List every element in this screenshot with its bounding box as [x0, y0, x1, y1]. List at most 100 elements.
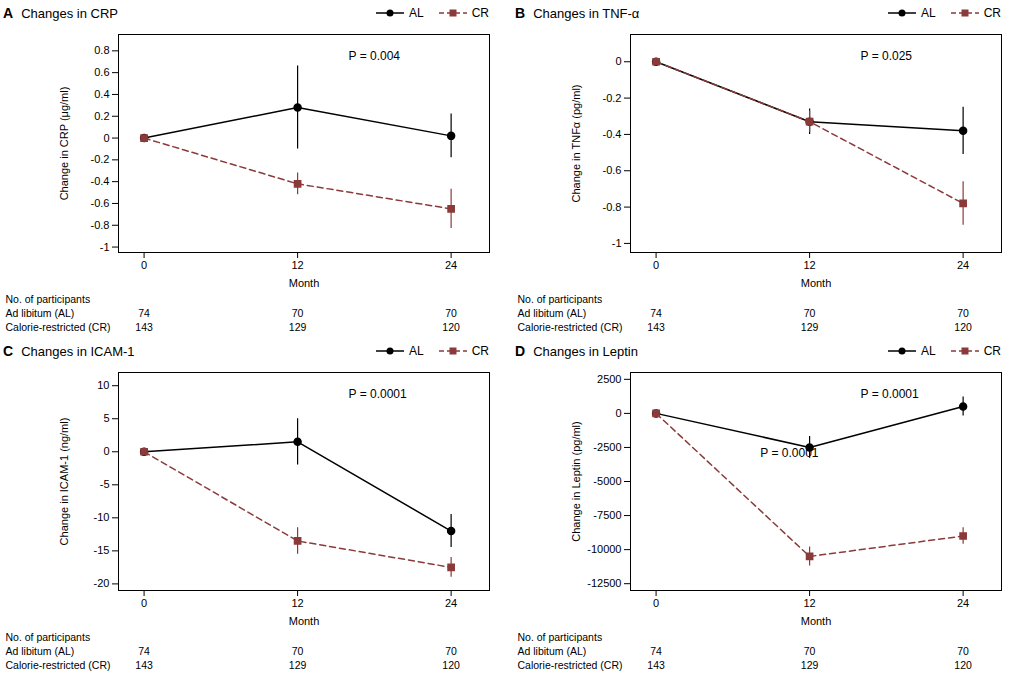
svg-text:Month: Month	[289, 615, 320, 627]
svg-text:No. of participants: No. of participants	[518, 631, 603, 643]
svg-text:0: 0	[103, 445, 109, 457]
svg-text:Month: Month	[289, 277, 320, 289]
svg-text:-15: -15	[94, 544, 110, 556]
html-text:AL: AL	[921, 6, 936, 20]
html-text:Changes in Leptin: Changes in Leptin	[533, 344, 638, 359]
svg-text:12: 12	[291, 597, 303, 609]
svg-text:70: 70	[445, 307, 457, 319]
svg-text:-7500: -7500	[593, 509, 621, 521]
svg-text:Calorie-restricted (CR): Calorie-restricted (CR)	[6, 321, 111, 333]
svg-text:-20: -20	[94, 577, 110, 589]
svg-text:-0.6: -0.6	[91, 197, 110, 209]
svg-text:Change in CRP (μg/ml): Change in CRP (μg/ml)	[58, 87, 70, 201]
html-text:CR: CR	[471, 6, 489, 20]
svg-text:P = 0.0001: P = 0.0001	[760, 446, 818, 460]
svg-text:-0.8: -0.8	[91, 219, 110, 231]
svg-text:P = 0.004: P = 0.004	[349, 49, 401, 63]
svg-text:-1: -1	[100, 241, 110, 253]
svg-text:P = 0.0001: P = 0.0001	[349, 387, 407, 401]
svg-text:24: 24	[445, 597, 457, 609]
svg-text:74: 74	[650, 307, 662, 319]
svg-text:No. of participants: No. of participants	[518, 293, 603, 305]
svg-text:70: 70	[804, 645, 816, 657]
svg-text:24: 24	[957, 597, 969, 609]
svg-text:12: 12	[803, 259, 815, 271]
svg-text:12: 12	[803, 597, 815, 609]
html-text:AL: AL	[409, 344, 424, 358]
svg-text:0: 0	[141, 597, 147, 609]
svg-text:Ad libitum (AL): Ad libitum (AL)	[6, 645, 75, 657]
svg-text:24: 24	[957, 259, 969, 271]
svg-text:120: 120	[954, 659, 972, 671]
svg-text:143: 143	[647, 321, 665, 333]
svg-text:129: 129	[801, 659, 819, 671]
html-text:AL: AL	[409, 6, 424, 20]
svg-text:Month: Month	[801, 615, 832, 627]
svg-text:No. of participants: No. of participants	[6, 631, 91, 643]
svg-text:70: 70	[804, 307, 816, 319]
svg-text:Ad libitum (AL): Ad libitum (AL)	[518, 645, 587, 657]
svg-text:-0.4: -0.4	[91, 175, 110, 187]
svg-text:Calorie-restricted (CR): Calorie-restricted (CR)	[6, 659, 111, 671]
html-text:Changes in TNF-α: Changes in TNF-α	[533, 6, 640, 21]
svg-text:0.4: 0.4	[94, 88, 109, 100]
html-text:Changes in ICAM-1: Changes in ICAM-1	[21, 344, 135, 359]
svg-text:-0.6: -0.6	[603, 164, 622, 176]
svg-text:P = 0.025: P = 0.025	[861, 49, 913, 63]
svg-text:0.2: 0.2	[94, 110, 109, 122]
svg-text:Ad libitum (AL): Ad libitum (AL)	[518, 307, 587, 319]
svg-text:-0.4: -0.4	[603, 128, 622, 140]
svg-text:-12500: -12500	[587, 577, 621, 589]
svg-text:-0.8: -0.8	[603, 201, 622, 213]
svg-text:143: 143	[647, 659, 665, 671]
svg-text:120: 120	[954, 321, 972, 333]
svg-text:0: 0	[615, 55, 621, 67]
svg-text:0: 0	[653, 597, 659, 609]
svg-text:70: 70	[957, 645, 969, 657]
svg-text:Month: Month	[801, 277, 832, 289]
svg-text:Change in Leptin (pg/ml): Change in Leptin (pg/ml)	[570, 421, 582, 541]
svg-text:74: 74	[138, 307, 150, 319]
svg-text:-0.2: -0.2	[91, 153, 110, 165]
svg-text:129: 129	[801, 321, 819, 333]
svg-text:2500: 2500	[597, 373, 621, 385]
svg-text:143: 143	[135, 659, 153, 671]
svg-text:129: 129	[289, 659, 307, 671]
svg-text:-10000: -10000	[587, 543, 621, 555]
svg-text:12: 12	[291, 259, 303, 271]
svg-text:70: 70	[445, 645, 457, 657]
svg-text:70: 70	[292, 307, 304, 319]
svg-text:0: 0	[103, 132, 109, 144]
svg-text:74: 74	[650, 645, 662, 657]
svg-text:0: 0	[141, 259, 147, 271]
svg-text:Change in ICAM-1 (ng/ml): Change in ICAM-1 (ng/ml)	[58, 418, 70, 546]
svg-text:5: 5	[103, 412, 109, 424]
svg-text:120: 120	[442, 659, 460, 671]
svg-text:Calorie-restricted (CR): Calorie-restricted (CR)	[518, 659, 623, 671]
svg-text:0: 0	[615, 407, 621, 419]
svg-text:0.6: 0.6	[94, 66, 109, 78]
svg-text:-0.2: -0.2	[603, 92, 622, 104]
svg-text:-5: -5	[100, 478, 110, 490]
svg-text:No. of participants: No. of participants	[6, 293, 91, 305]
svg-text:P = 0.0001: P = 0.0001	[861, 387, 919, 401]
svg-text:0: 0	[653, 259, 659, 271]
svg-text:0.8: 0.8	[94, 44, 109, 56]
svg-text:143: 143	[135, 321, 153, 333]
html-text:Changes in CRP: Changes in CRP	[21, 6, 118, 21]
svg-text:70: 70	[957, 307, 969, 319]
svg-text:-10: -10	[94, 511, 110, 523]
svg-text:129: 129	[289, 321, 307, 333]
svg-text:120: 120	[442, 321, 460, 333]
svg-text:-2500: -2500	[593, 441, 621, 453]
svg-text:74: 74	[138, 645, 150, 657]
svg-text:Ad libitum (AL): Ad libitum (AL)	[6, 307, 75, 319]
svg-text:70: 70	[292, 645, 304, 657]
svg-text:10: 10	[97, 379, 109, 391]
svg-text:-5000: -5000	[593, 475, 621, 487]
svg-text:Calorie-restricted (CR): Calorie-restricted (CR)	[518, 321, 623, 333]
html-text:CR: CR	[983, 6, 1001, 20]
svg-text:-1: -1	[612, 237, 622, 249]
svg-text:Change in TNFα (pg/ml): Change in TNFα (pg/ml)	[570, 84, 582, 202]
svg-text:24: 24	[445, 259, 457, 271]
